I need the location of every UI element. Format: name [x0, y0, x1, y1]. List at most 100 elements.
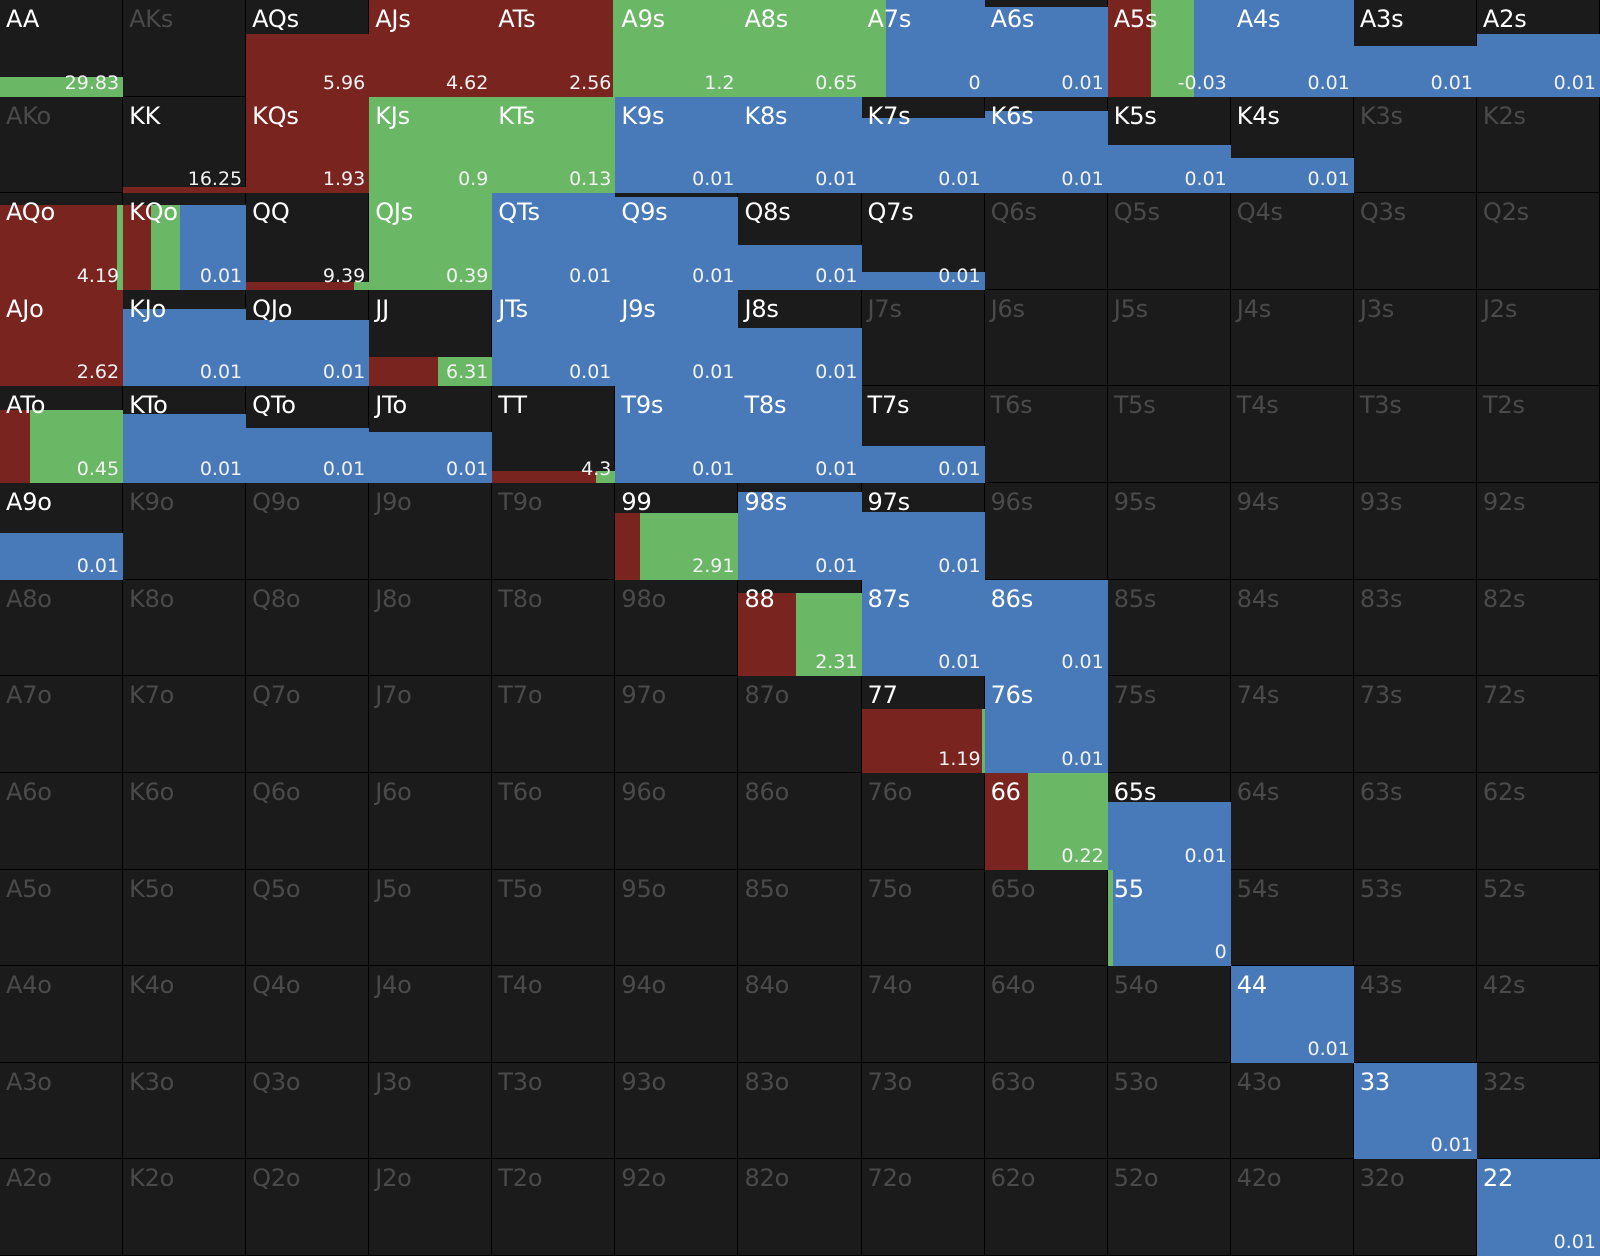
hand-cell-64o[interactable]: 64o — [984, 966, 1108, 1063]
hand-cell-A6s[interactable]: A6s 0.01 — [984, 0, 1108, 97]
hand-cell-Q9o[interactable]: Q9o — [246, 483, 370, 580]
hand-cell-T5s[interactable]: T5s — [1107, 386, 1231, 484]
hand-cell-72s[interactable]: 72s — [1476, 676, 1600, 773]
hand-cell-Q7o[interactable]: Q7o — [246, 676, 370, 773]
hand-cell-85o[interactable]: 85o — [738, 869, 862, 967]
hand-cell-94s[interactable]: 94s — [1230, 483, 1354, 580]
hand-cell-AKs[interactable]: AKs — [123, 0, 247, 97]
hand-cell-KJs[interactable]: KJs 0.9 — [369, 96, 493, 194]
hand-cell-J8s[interactable]: J8s 0.01 — [738, 289, 862, 387]
hand-cell-J7o[interactable]: J7o — [369, 676, 493, 773]
hand-cell-A9o[interactable]: A9o 0.01 — [0, 483, 124, 580]
hand-cell-QTo[interactable]: QTo 0.01 — [246, 386, 370, 484]
hand-cell-ATs[interactable]: ATs 2.56 — [492, 0, 616, 97]
hand-cell-Q8s[interactable]: Q8s 0.01 — [738, 193, 862, 290]
hand-cell-T3o[interactable]: T3o — [492, 1062, 616, 1160]
hand-cell-KJo[interactable]: KJo 0.01 — [123, 289, 247, 387]
hand-cell-AQo[interactable]: AQo 4.19 — [0, 193, 124, 290]
hand-cell-KQs[interactable]: KQs 1.93 — [246, 96, 370, 194]
hand-cell-96s[interactable]: 96s — [984, 483, 1108, 580]
hand-cell-A8o[interactable]: A8o — [0, 579, 124, 677]
hand-cell-QJo[interactable]: QJo 0.01 — [246, 289, 370, 387]
hand-cell-T9o[interactable]: T9o — [492, 483, 616, 580]
hand-cell-66[interactable]: 66 0.22 — [984, 772, 1108, 870]
hand-cell-K6s[interactable]: K6s 0.01 — [984, 96, 1108, 194]
hand-cell-88[interactable]: 88 2.31 — [738, 579, 862, 677]
hand-cell-93o[interactable]: 93o — [615, 1062, 739, 1160]
hand-cell-64s[interactable]: 64s — [1230, 772, 1354, 870]
hand-cell-KTs[interactable]: KTs 0.13 — [492, 96, 616, 194]
hand-cell-76o[interactable]: 76o — [861, 772, 985, 870]
hand-cell-33[interactable]: 33 0.01 — [1353, 1062, 1477, 1160]
hand-cell-87o[interactable]: 87o — [738, 676, 862, 773]
hand-cell-53o[interactable]: 53o — [1107, 1062, 1231, 1160]
hand-cell-A4s[interactable]: A4s 0.01 — [1230, 0, 1354, 97]
hand-cell-87s[interactable]: 87s 0.01 — [861, 579, 985, 677]
hand-cell-22[interactable]: 22 0.01 — [1476, 1159, 1600, 1256]
hand-cell-K2o[interactable]: K2o — [123, 1159, 247, 1256]
hand-cell-K5o[interactable]: K5o — [123, 869, 247, 967]
hand-cell-K2s[interactable]: K2s — [1476, 96, 1600, 194]
hand-cell-K8s[interactable]: K8s 0.01 — [738, 96, 862, 194]
hand-cell-A5o[interactable]: A5o — [0, 869, 124, 967]
hand-cell-77[interactable]: 77 1.19 — [861, 676, 985, 773]
hand-cell-A3s[interactable]: A3s 0.01 — [1353, 0, 1477, 97]
hand-cell-JTo[interactable]: JTo 0.01 — [369, 386, 493, 484]
hand-cell-84o[interactable]: 84o — [738, 966, 862, 1063]
hand-cell-K8o[interactable]: K8o — [123, 579, 247, 677]
hand-cell-T8s[interactable]: T8s 0.01 — [738, 386, 862, 484]
hand-cell-76s[interactable]: 76s 0.01 — [984, 676, 1108, 773]
hand-cell-42o[interactable]: 42o — [1230, 1159, 1354, 1256]
hand-cell-Q5s[interactable]: Q5s — [1107, 193, 1231, 290]
hand-cell-Q9s[interactable]: Q9s 0.01 — [615, 193, 739, 290]
hand-cell-K3o[interactable]: K3o — [123, 1062, 247, 1160]
hand-cell-85s[interactable]: 85s — [1107, 579, 1231, 677]
hand-cell-63o[interactable]: 63o — [984, 1062, 1108, 1160]
hand-cell-T6s[interactable]: T6s — [984, 386, 1108, 484]
hand-cell-55[interactable]: 55 0 — [1107, 869, 1231, 967]
hand-cell-84s[interactable]: 84s — [1230, 579, 1354, 677]
hand-cell-94o[interactable]: 94o — [615, 966, 739, 1063]
hand-cell-86s[interactable]: 86s 0.01 — [984, 579, 1108, 677]
hand-cell-A7s[interactable]: A7s 0 — [861, 0, 985, 97]
hand-cell-ATo[interactable]: ATo 0.45 — [0, 386, 124, 484]
hand-cell-TT[interactable]: TT 4.3 — [492, 386, 616, 484]
hand-cell-K6o[interactable]: K6o — [123, 772, 247, 870]
hand-cell-T6o[interactable]: T6o — [492, 772, 616, 870]
hand-cell-J8o[interactable]: J8o — [369, 579, 493, 677]
hand-cell-AQs[interactable]: AQs 5.96 — [246, 0, 370, 97]
hand-cell-J9s[interactable]: J9s 0.01 — [615, 289, 739, 387]
hand-cell-62s[interactable]: 62s — [1476, 772, 1600, 870]
hand-cell-73s[interactable]: 73s — [1353, 676, 1477, 773]
hand-cell-K7o[interactable]: K7o — [123, 676, 247, 773]
hand-cell-54o[interactable]: 54o — [1107, 966, 1231, 1063]
hand-cell-A4o[interactable]: A4o — [0, 966, 124, 1063]
hand-cell-54s[interactable]: 54s — [1230, 869, 1354, 967]
hand-cell-A8s[interactable]: A8s 0.65 — [738, 0, 862, 97]
hand-cell-AKo[interactable]: AKo — [0, 96, 124, 194]
hand-cell-K9s[interactable]: K9s 0.01 — [615, 96, 739, 194]
hand-cell-T5o[interactable]: T5o — [492, 869, 616, 967]
hand-cell-J5o[interactable]: J5o — [369, 869, 493, 967]
hand-cell-QQ[interactable]: QQ 9.39 — [246, 193, 370, 290]
hand-cell-T2o[interactable]: T2o — [492, 1159, 616, 1256]
hand-cell-T8o[interactable]: T8o — [492, 579, 616, 677]
hand-cell-75o[interactable]: 75o — [861, 869, 985, 967]
hand-cell-K5s[interactable]: K5s 0.01 — [1107, 96, 1231, 194]
hand-cell-Q4o[interactable]: Q4o — [246, 966, 370, 1063]
hand-cell-92s[interactable]: 92s — [1476, 483, 1600, 580]
hand-cell-T4s[interactable]: T4s — [1230, 386, 1354, 484]
hand-cell-93s[interactable]: 93s — [1353, 483, 1477, 580]
hand-cell-86o[interactable]: 86o — [738, 772, 862, 870]
hand-cell-A9s[interactable]: A9s 1.2 — [615, 0, 739, 97]
hand-cell-92o[interactable]: 92o — [615, 1159, 739, 1256]
hand-cell-Q7s[interactable]: Q7s 0.01 — [861, 193, 985, 290]
hand-cell-99[interactable]: 99 2.91 — [615, 483, 739, 580]
hand-cell-32o[interactable]: 32o — [1353, 1159, 1477, 1256]
hand-cell-J4o[interactable]: J4o — [369, 966, 493, 1063]
hand-cell-74o[interactable]: 74o — [861, 966, 985, 1063]
hand-cell-75s[interactable]: 75s — [1107, 676, 1231, 773]
hand-cell-J4s[interactable]: J4s — [1230, 289, 1354, 387]
hand-cell-T4o[interactable]: T4o — [492, 966, 616, 1063]
hand-cell-K4s[interactable]: K4s 0.01 — [1230, 96, 1354, 194]
